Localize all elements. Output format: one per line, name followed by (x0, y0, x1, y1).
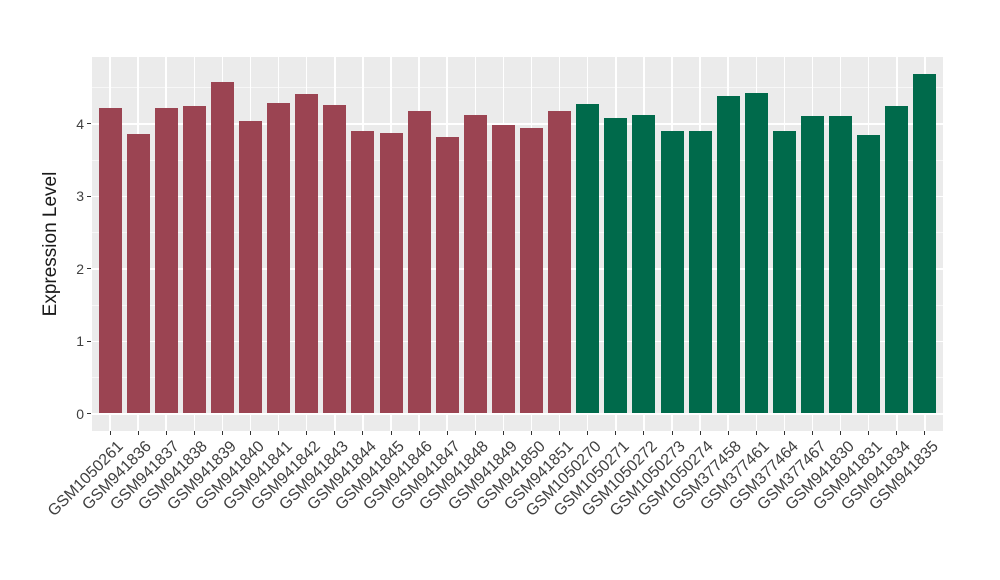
y-tick-mark (87, 123, 91, 125)
x-tick-mark (137, 431, 139, 435)
x-tick-mark (643, 431, 645, 435)
gridline-minor (92, 304, 943, 306)
y-tick-mark (87, 340, 91, 342)
gridline-minor (92, 159, 943, 161)
gridline-major (92, 123, 943, 125)
bar-GSM941837 (154, 108, 178, 414)
gridline-minor (92, 87, 943, 89)
bar-GSM941834 (885, 105, 909, 414)
x-tick-mark (671, 431, 673, 435)
x-tick-mark (334, 431, 336, 435)
y-tick-mark (87, 268, 91, 270)
bar-GSM1050272 (632, 115, 656, 414)
gridline-major (92, 195, 943, 198)
bar-GSM941843 (323, 104, 347, 414)
bar-GSM941839 (210, 82, 234, 414)
x-tick-mark (221, 431, 223, 435)
x-tick-mark (924, 431, 926, 435)
x-tick-mark (559, 431, 561, 435)
bar-GSM1050273 (660, 130, 684, 414)
y-tick-mark (87, 195, 91, 197)
x-tick-mark (727, 431, 729, 435)
bar-GSM1050274 (688, 130, 712, 414)
x-tick-mark (502, 431, 504, 435)
bar-GSM941831 (857, 134, 881, 414)
bar-GSM377461 (744, 92, 768, 414)
bar-GSM377467 (801, 116, 824, 414)
y-tick-label: 2 (76, 260, 84, 277)
bar-GSM941830 (829, 116, 853, 414)
bar-GSM1050271 (604, 117, 628, 414)
bar-GSM941840 (239, 120, 262, 414)
y-tick-label: 3 (76, 188, 84, 205)
x-tick-mark (812, 431, 813, 435)
y-tick-label: 4 (76, 115, 84, 132)
bar-GSM941848 (463, 115, 487, 414)
x-tick-mark (783, 431, 785, 435)
gridline-minor (92, 377, 943, 379)
bar-GSM941836 (126, 133, 150, 414)
gridline-major (92, 340, 943, 343)
bar-GSM941846 (407, 111, 431, 414)
bar-GSM941844 (351, 130, 375, 414)
bar-GSM377464 (772, 130, 796, 414)
bar-GSM941838 (182, 106, 206, 414)
x-tick-mark (390, 431, 392, 435)
bar-GSM1050261 (98, 108, 122, 414)
x-tick-mark (306, 431, 308, 435)
bar-GSM941850 (520, 128, 543, 414)
gridline-major (92, 413, 943, 415)
plot-panel (92, 57, 943, 431)
bar-GSM941847 (435, 136, 459, 414)
x-tick-mark (840, 431, 842, 435)
x-tick-mark (615, 431, 617, 435)
x-tick-mark (250, 431, 251, 435)
y-tick-label: 0 (76, 405, 84, 422)
bar-GSM941849 (491, 125, 515, 414)
bar-GSM377458 (716, 96, 740, 414)
x-tick-mark (868, 431, 870, 435)
x-tick-mark (446, 431, 448, 435)
bar-GSM941842 (295, 93, 319, 414)
y-tick-mark (87, 413, 91, 414)
x-tick-mark (699, 431, 701, 435)
bar-GSM941841 (267, 103, 291, 414)
bar-GSM1050270 (576, 104, 600, 414)
x-tick-mark (531, 431, 532, 435)
x-tick-mark (362, 431, 364, 435)
x-tick-mark (278, 431, 280, 435)
x-tick-mark (474, 431, 476, 435)
bar-GSM941845 (379, 133, 403, 414)
x-tick-mark (109, 431, 111, 435)
bar-GSM941835 (913, 73, 937, 414)
gridline-major (92, 268, 943, 270)
bar-GSM941851 (548, 110, 572, 414)
x-tick-mark (193, 431, 195, 435)
gridline-minor (92, 232, 943, 234)
x-tick-mark (896, 431, 898, 435)
x-tick-mark (165, 431, 167, 435)
x-tick-mark (755, 431, 757, 435)
x-tick-mark (587, 431, 589, 435)
x-tick-mark (418, 431, 420, 435)
y-tick-label: 1 (76, 333, 84, 350)
